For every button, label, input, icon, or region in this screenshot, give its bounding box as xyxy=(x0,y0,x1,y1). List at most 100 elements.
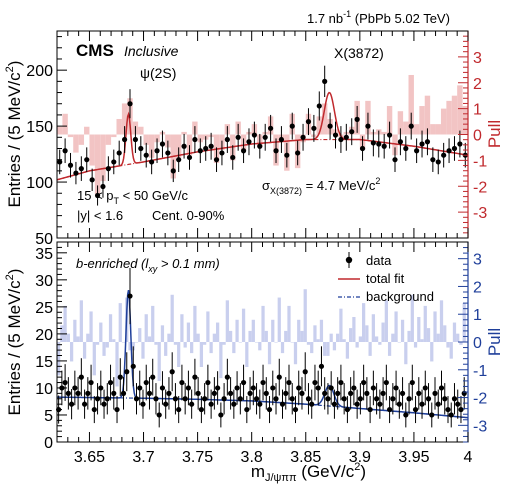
data-point xyxy=(331,401,338,407)
pull-bar xyxy=(105,134,112,145)
pull-bar xyxy=(423,305,427,342)
pull-bar xyxy=(79,300,83,342)
data-point xyxy=(351,385,357,391)
bottom-pull-bars xyxy=(57,289,466,387)
data-point xyxy=(111,390,117,396)
pull-bar xyxy=(222,342,226,345)
data-point xyxy=(406,396,412,402)
pull-bar xyxy=(451,95,458,135)
bottom-x-axis: 3.65 3.7 3.75 3.8 3.85 3.9 3.95 4 xyxy=(56,242,473,466)
data-point xyxy=(211,390,217,396)
pull-bar xyxy=(290,342,294,343)
data-point xyxy=(176,406,182,413)
data-point xyxy=(57,159,63,165)
data-point xyxy=(335,390,341,396)
pull-tick-label: 2 xyxy=(473,76,482,93)
pull-bar xyxy=(321,103,328,135)
data-point xyxy=(224,136,230,143)
data-point xyxy=(296,385,302,391)
pull-bar xyxy=(267,342,272,365)
data-point xyxy=(130,363,136,369)
data-point xyxy=(215,385,221,391)
pull-bar xyxy=(190,342,194,354)
data-point xyxy=(94,192,101,199)
data-point xyxy=(127,293,133,299)
pull-tick-label: -2 xyxy=(473,391,487,408)
top-pull-bars xyxy=(57,74,468,195)
top-y-label: Entries / (5 MeV/c2) xyxy=(4,61,24,208)
pull-bar xyxy=(66,333,70,342)
data-point xyxy=(107,379,114,386)
pull-bar xyxy=(173,342,178,345)
data-point xyxy=(240,379,247,386)
pull-bar xyxy=(345,342,350,359)
data-point xyxy=(273,148,279,154)
data-point xyxy=(159,141,166,147)
pull-bar xyxy=(316,116,322,135)
pull-bar xyxy=(138,126,144,135)
pull-bar xyxy=(225,300,229,342)
data-point xyxy=(315,385,321,391)
bottom-pull-label: Pull xyxy=(485,328,504,356)
pull-bar xyxy=(339,308,343,342)
pull-bar xyxy=(86,333,90,342)
legend-bkg-label: background xyxy=(366,289,434,304)
x-tick-label: 3.85 xyxy=(290,449,321,466)
data-point xyxy=(240,148,247,154)
data-point xyxy=(133,396,140,402)
pull-bar xyxy=(134,342,139,343)
pull-bar xyxy=(403,121,409,135)
data-point xyxy=(140,401,146,407)
bottom-data-points xyxy=(56,267,467,428)
data-point xyxy=(227,390,234,396)
data-point xyxy=(386,406,393,413)
data-point xyxy=(273,396,279,402)
data-point xyxy=(446,148,452,154)
data-point xyxy=(197,148,203,154)
pull-bar xyxy=(206,311,210,342)
pull-bar xyxy=(424,95,431,135)
data-point xyxy=(165,150,171,156)
pull-bar xyxy=(251,319,255,342)
pull-bar xyxy=(355,342,359,348)
data-point xyxy=(422,385,428,391)
data-point xyxy=(89,177,95,183)
b-enriched-label: b-enriched (lxy > 0.1 mm) xyxy=(76,256,220,274)
pull-bar xyxy=(254,342,259,343)
top-pull-axis: -3 -2 -1 0 1 2 3 xyxy=(458,31,487,238)
pull-bar xyxy=(186,134,193,156)
pull-bar xyxy=(82,342,87,359)
pull-bar xyxy=(100,134,106,182)
data-point xyxy=(172,396,179,402)
data-point xyxy=(283,390,289,396)
legend-data-label: data xyxy=(366,253,392,268)
pull-bar xyxy=(293,342,298,365)
pull-bar xyxy=(84,126,90,135)
data-point xyxy=(318,363,325,369)
data-point xyxy=(105,166,111,172)
pull-bar xyxy=(381,322,385,342)
data-point xyxy=(425,396,432,402)
pull-bar xyxy=(316,339,320,342)
data-point xyxy=(344,406,351,413)
data-point xyxy=(138,145,144,152)
data-point xyxy=(213,157,220,163)
data-point xyxy=(104,396,110,402)
data-point xyxy=(409,379,415,386)
pull-bar xyxy=(319,319,324,342)
x-tick-label: 3.9 xyxy=(349,449,371,466)
data-point xyxy=(91,406,97,413)
data-point xyxy=(132,136,139,143)
pull-bar xyxy=(413,342,418,348)
pull-bar xyxy=(297,319,301,342)
data-point xyxy=(305,396,312,402)
data-point xyxy=(153,396,159,402)
data-point xyxy=(365,123,371,129)
data-point xyxy=(159,385,166,391)
data-point xyxy=(364,390,370,396)
pull-bar xyxy=(436,333,440,342)
data-point xyxy=(224,374,230,380)
pull-bar xyxy=(186,322,191,342)
bottom-y-label: Entries / (5 MeV/c2) xyxy=(4,269,24,416)
pull-bar xyxy=(112,339,116,342)
